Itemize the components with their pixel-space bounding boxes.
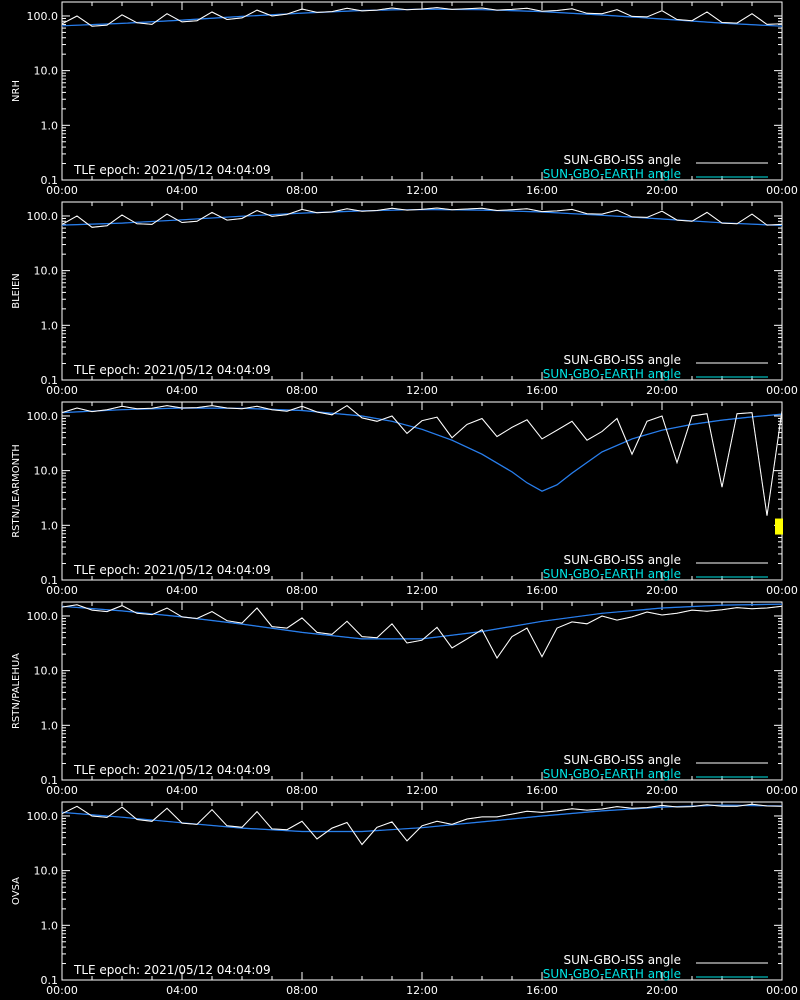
legend-label: SUN-GBO-ISS angle	[564, 753, 681, 767]
x-tick-label: 16:00	[526, 584, 558, 597]
x-tick-label: 16:00	[526, 184, 558, 197]
series-sun-gbo-iss-angle	[61, 7, 783, 27]
legend-label: SUN-GBO-EARTH angle	[543, 767, 681, 781]
y-axis-label: OVSA	[11, 877, 22, 905]
x-tick-label: 20:00	[646, 784, 678, 797]
y-axis-label: RSTN/LEARMONTH	[11, 444, 22, 538]
x-tick-label: 04:00	[166, 584, 198, 597]
x-tick-label: 08:00	[286, 184, 318, 197]
chart-panel-nrh: 100.010.01.00.100:00 04:00 08:00 12:00 16:00…	[11, 1, 798, 197]
chart-panel-ovsa: 100.010.01.00.100:00 04:00 08:00 12:00 16:00…	[11, 801, 798, 997]
x-tick-label: 00:00	[766, 584, 798, 597]
chart-panel-bleien: 100.010.01.00.100:00 04:00 08:00 12:00 16:00…	[11, 201, 798, 397]
y-tick-label: 0.1	[41, 974, 59, 987]
x-tick-label: 12:00	[406, 584, 438, 597]
y-axis-label: NRH	[11, 80, 22, 102]
x-tick-label: 04:00	[166, 784, 198, 797]
y-tick-label: 10.0	[34, 65, 59, 78]
series-sun-gbo-iss-angle	[61, 803, 783, 846]
x-tick-label: 08:00	[286, 984, 318, 997]
y-tick-label: 1.0	[41, 319, 59, 332]
y-tick-label: 100.0	[27, 210, 59, 223]
x-tick-label: 20:00	[646, 384, 678, 397]
y-tick-label: 10.0	[34, 665, 59, 678]
y-tick-label: 100.0	[27, 810, 59, 823]
x-tick-label: 04:00	[166, 384, 198, 397]
chart-panel-rstn-palehua: 100.010.01.00.100:00 04:00 08:00 12:00 16:00…	[11, 601, 798, 797]
legend-label: SUN-GBO-ISS angle	[564, 953, 681, 967]
x-tick-label: 04:00	[166, 184, 198, 197]
y-tick-label: 0.1	[41, 774, 59, 787]
y-tick-label: 0.1	[41, 174, 59, 187]
chart-panel-rstn-learmonth: 100.010.01.00.100:00 04:00 08:00 12:00 16:00…	[11, 401, 798, 597]
y-axis-label: RSTN/PALEHUA	[11, 653, 22, 729]
x-tick-label: 00:00	[46, 384, 78, 397]
x-tick-label: 12:00	[406, 784, 438, 797]
x-tick-label: 08:00	[286, 584, 318, 597]
y-tick-label: 100.0	[27, 610, 59, 623]
tle-epoch-label: TLE epoch: 2021/05/12 04:04:09	[73, 963, 271, 977]
legend-label: SUN-GBO-EARTH angle	[543, 967, 681, 981]
y-axis-label: BLEIEN	[11, 273, 22, 309]
min-angle-marker	[775, 518, 783, 535]
x-tick-label: 00:00	[46, 184, 78, 197]
legend-label: SUN-GBO-ISS angle	[564, 553, 681, 567]
x-tick-label: 00:00	[46, 584, 78, 597]
y-tick-label: 1.0	[41, 919, 59, 932]
x-tick-label: 16:00	[526, 784, 558, 797]
series-sun-gbo-iss-angle	[61, 404, 783, 516]
x-tick-label: 20:00	[646, 184, 678, 197]
legend-label: SUN-GBO-EARTH angle	[543, 167, 681, 181]
legend-label: SUN-GBO-EARTH angle	[543, 567, 681, 581]
x-tick-label: 20:00	[646, 984, 678, 997]
tle-epoch-label: TLE epoch: 2021/05/12 04:04:09	[73, 563, 271, 577]
y-tick-label: 10.0	[34, 865, 59, 878]
series-sun-gbo-iss-angle	[61, 207, 783, 228]
legend-label: SUN-GBO-ISS angle	[564, 153, 681, 167]
legend-label: SUN-GBO-ISS angle	[564, 353, 681, 367]
x-tick-label: 12:00	[406, 984, 438, 997]
tle-epoch-label: TLE epoch: 2021/05/12 04:04:09	[73, 763, 271, 777]
x-tick-label: 04:00	[166, 984, 198, 997]
x-tick-label: 08:00	[286, 384, 318, 397]
x-tick-label: 00:00	[766, 784, 798, 797]
y-tick-label: 1.0	[41, 719, 59, 732]
x-tick-label: 16:00	[526, 984, 558, 997]
legend-label: SUN-GBO-EARTH angle	[543, 367, 681, 381]
y-tick-label: 100.0	[27, 10, 59, 23]
x-tick-label: 00:00	[46, 784, 78, 797]
y-tick-label: 1.0	[41, 519, 59, 532]
y-tick-label: 10.0	[34, 265, 59, 278]
x-tick-label: 00:00	[766, 184, 798, 197]
y-tick-label: 10.0	[34, 465, 59, 478]
x-tick-label: 00:00	[766, 984, 798, 997]
x-tick-label: 16:00	[526, 384, 558, 397]
x-tick-label: 20:00	[646, 584, 678, 597]
y-tick-label: 0.1	[41, 374, 59, 387]
y-tick-label: 0.1	[41, 574, 59, 587]
x-tick-label: 12:00	[406, 384, 438, 397]
x-tick-label: 12:00	[406, 184, 438, 197]
x-tick-label: 00:00	[766, 384, 798, 397]
tle-epoch-label: TLE epoch: 2021/05/12 04:04:09	[73, 363, 271, 377]
tle-epoch-label: TLE epoch: 2021/05/12 04:04:09	[73, 163, 271, 177]
y-tick-label: 1.0	[41, 119, 59, 132]
x-tick-label: 08:00	[286, 784, 318, 797]
x-tick-label: 00:00	[46, 984, 78, 997]
series-sun-gbo-iss-angle	[61, 604, 783, 659]
y-tick-label: 100.0	[27, 410, 59, 423]
